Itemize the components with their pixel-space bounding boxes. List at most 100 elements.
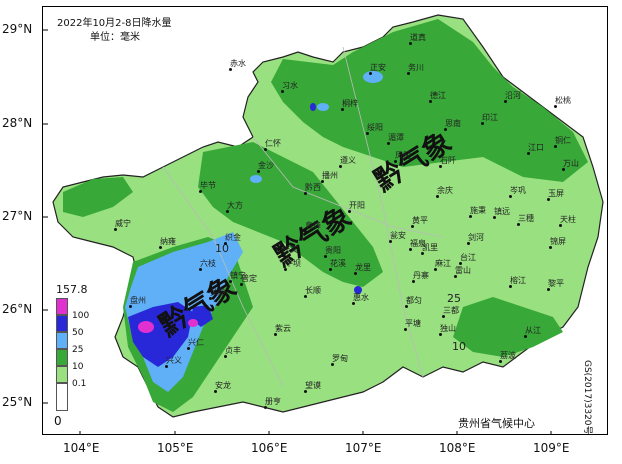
rain-100-plus-b xyxy=(188,319,198,327)
legend-label: 10 xyxy=(72,362,84,372)
city-label: 龙里 xyxy=(355,263,371,272)
city-dot xyxy=(509,195,512,198)
city-label: 毕节 xyxy=(200,181,216,190)
legend-max: 157.8 xyxy=(56,283,88,296)
city-label: 施秉 xyxy=(470,206,486,215)
city-dot xyxy=(387,142,390,145)
city-dot xyxy=(209,297,212,300)
city-label: 罗甸 xyxy=(332,354,348,363)
city-label: 息烽 xyxy=(305,221,321,230)
city-label: 石阡 xyxy=(440,156,456,165)
city-dot xyxy=(264,148,267,151)
city-label: 万山 xyxy=(563,159,579,168)
city-label: 纳雍 xyxy=(160,237,176,246)
y-tick-label: 26°N xyxy=(2,302,33,316)
city-dot xyxy=(547,198,550,201)
city-dot xyxy=(509,285,512,288)
rain-100-plus xyxy=(138,321,154,333)
x-tick-label: 109°E xyxy=(533,441,570,455)
y-tick-label: 28°N xyxy=(2,116,33,130)
x-tick-label: 104°E xyxy=(63,441,100,455)
city-label: 大方 xyxy=(227,201,243,210)
x-tick-label: 108°E xyxy=(439,441,476,455)
city-dot xyxy=(421,252,424,255)
y-tick-label: 27°N xyxy=(2,209,33,223)
city-label: 织金 xyxy=(225,233,241,242)
city-dot xyxy=(389,240,392,243)
city-label: 麻江 xyxy=(435,259,451,268)
city-dot xyxy=(329,268,332,271)
city-label: 六枝 xyxy=(200,259,216,268)
city-dot xyxy=(366,132,369,135)
city-dot xyxy=(284,268,287,271)
city-label: 册亨 xyxy=(265,397,281,406)
city-dot xyxy=(304,230,307,233)
city-dot xyxy=(434,268,437,271)
city-dot xyxy=(274,333,277,336)
city-dot xyxy=(339,165,342,168)
city-label: 丹寨 xyxy=(413,271,429,280)
city-label: 凯里 xyxy=(422,243,438,252)
city-dot xyxy=(404,328,407,331)
city-label: 榕江 xyxy=(510,276,526,285)
city-dot xyxy=(187,347,190,350)
city-dot xyxy=(517,223,520,226)
city-dot xyxy=(324,255,327,258)
legend-label: 0.1 xyxy=(72,379,87,389)
city-label: 道真 xyxy=(410,33,426,42)
city-label: 铜仁 xyxy=(555,136,571,145)
city-dot xyxy=(547,288,550,291)
legend-label: 50 xyxy=(72,328,84,338)
rain-50-100 xyxy=(128,302,193,367)
city-label: 松桃 xyxy=(555,96,571,105)
city-label: 剑河 xyxy=(468,233,484,242)
city-label: 正安 xyxy=(370,63,386,72)
city-label: 花溪 xyxy=(330,259,346,268)
city-label: 兴义 xyxy=(166,356,182,365)
city-label: 玉屏 xyxy=(548,189,564,198)
rain-10-25-central xyxy=(198,142,383,287)
city-label: 威宁 xyxy=(115,219,131,228)
city-dot xyxy=(229,68,232,71)
city-label: 雷山 xyxy=(455,266,471,275)
city-dot xyxy=(409,42,412,45)
city-dot xyxy=(469,215,472,218)
city-label: 长顺 xyxy=(305,286,321,295)
contour-label: 10 xyxy=(452,340,466,353)
city-dot xyxy=(354,272,357,275)
city-dot xyxy=(264,406,267,409)
map-frame xyxy=(42,6,608,435)
city-label: 江口 xyxy=(528,143,544,152)
city-dot xyxy=(114,228,117,231)
city-dot xyxy=(304,390,307,393)
city-label: 镇宁 xyxy=(230,271,246,280)
city-dot xyxy=(226,210,229,213)
contour-label: 10 xyxy=(215,242,229,255)
city-label: 修文 xyxy=(282,245,298,254)
city-label: 安龙 xyxy=(215,381,231,390)
city-dot xyxy=(442,315,445,318)
city-dot xyxy=(240,283,243,286)
city-dot xyxy=(199,190,202,193)
city-dot xyxy=(554,145,557,148)
city-dot xyxy=(439,333,442,336)
city-dot xyxy=(411,225,414,228)
legend-swatch xyxy=(56,349,68,366)
precipitation-map xyxy=(43,14,604,434)
city-label: 平坝 xyxy=(285,259,301,268)
city-dot xyxy=(554,105,557,108)
city-dot xyxy=(129,305,132,308)
city-dot xyxy=(436,195,439,198)
city-label: 贵阳 xyxy=(325,246,341,255)
city-dot xyxy=(348,210,351,213)
city-dot xyxy=(331,363,334,366)
city-label: 习水 xyxy=(282,81,298,90)
city-dot xyxy=(281,254,284,257)
legend-label: 25 xyxy=(72,345,84,355)
city-dot xyxy=(159,246,162,249)
map-unit: 单位：毫米 xyxy=(90,32,140,43)
map-serial: GS(2017)3320号 xyxy=(582,360,592,435)
city-label: 普定 xyxy=(241,274,257,283)
city-label: 瓮安 xyxy=(390,231,406,240)
city-label: 独山 xyxy=(440,324,456,333)
